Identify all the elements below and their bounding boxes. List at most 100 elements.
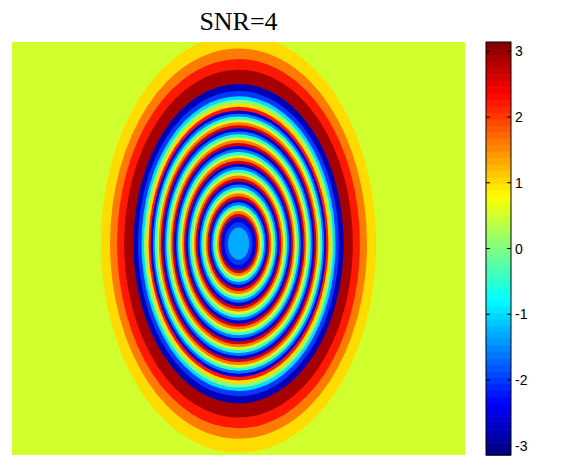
- colorbar-tick-label: 3: [515, 43, 523, 59]
- colorbar-swatch: [486, 352, 511, 359]
- colorbar-tick-label: -1: [515, 306, 528, 322]
- colorbar-swatch: [486, 300, 511, 307]
- colorbar-swatch: [486, 184, 511, 191]
- colorbar-tick: [486, 182, 490, 183]
- phase-ring: [221, 217, 256, 271]
- colorbar-swatch: [486, 190, 511, 197]
- colorbar-swatch: [486, 255, 511, 262]
- colorbar-swatch: [486, 313, 511, 320]
- colorbar-swatch: [486, 319, 511, 326]
- phase-ring: [197, 181, 279, 306]
- colorbar-frame: [486, 42, 511, 455]
- colorbar-swatch: [486, 345, 511, 352]
- colorbar-swatch: [486, 365, 511, 372]
- phase-ring: [149, 107, 329, 381]
- phase-ring: [224, 222, 252, 265]
- phase-ring: [166, 134, 310, 353]
- title: SNR=4: [199, 7, 277, 36]
- colorbar-swatch: [486, 410, 511, 417]
- phase-ring: [190, 170, 288, 318]
- phase-ring: [162, 128, 314, 359]
- colorbar-swatch: [486, 358, 511, 365]
- colorbar-swatch: [486, 332, 511, 339]
- colorbar-swatch: [486, 119, 511, 126]
- colorbar-swatch: [486, 61, 511, 68]
- phase-ring: [194, 176, 283, 312]
- phase-ring: [203, 190, 273, 296]
- plot-area: [12, 42, 465, 455]
- colorbar-swatch: [486, 165, 511, 172]
- phase-ring: [217, 211, 259, 276]
- colorbar-swatch: [486, 287, 511, 294]
- colorbar-swatch: [486, 132, 511, 139]
- phase-ring: [178, 152, 299, 335]
- colorbar-tick: [507, 51, 511, 52]
- colorbar-swatch: [486, 236, 511, 243]
- phase-ring: [124, 70, 353, 418]
- colorbar: -3-2-10123: [486, 42, 528, 456]
- colorbar-swatch: [486, 113, 511, 120]
- colorbar-tick-label: 0: [515, 241, 523, 257]
- colorbar-swatch: [486, 74, 511, 81]
- colorbar-swatch: [486, 390, 511, 397]
- colorbar-swatch: [486, 210, 511, 217]
- colorbar-swatch: [486, 261, 511, 268]
- phase-ring: [117, 59, 360, 428]
- colorbar-swatch: [486, 126, 511, 133]
- colorbar-swatch: [486, 139, 511, 146]
- phase-ring: [215, 208, 262, 279]
- phase-ring: [192, 173, 285, 315]
- phase-ring: [201, 188, 275, 300]
- colorbar-tick: [507, 379, 511, 380]
- phase-ring: [196, 178, 282, 308]
- colorbar-swatch: [486, 268, 511, 275]
- phase-ring: [211, 202, 266, 285]
- colorbar-swatch: [486, 307, 511, 314]
- phase-ring: [151, 110, 327, 377]
- phase-ring: [155, 117, 323, 371]
- colorbar-swatch: [486, 294, 511, 301]
- phase-ring: [209, 199, 268, 288]
- phase-ring: [138, 91, 339, 396]
- colorbar-tick: [486, 248, 490, 249]
- colorbar-swatch: [486, 384, 511, 391]
- colorbar-tick: [507, 182, 511, 183]
- colorbar-swatch: [486, 339, 511, 346]
- colorbar-tick-label: 1: [515, 175, 523, 191]
- phase-ring: [207, 196, 269, 291]
- phase-ring: [165, 131, 313, 356]
- colorbar-swatch: [486, 403, 511, 410]
- colorbar-swatch: [486, 68, 511, 75]
- colorbar-tick-label: -3: [515, 438, 528, 454]
- colorbar-swatch: [486, 397, 511, 404]
- colorbar-swatch: [486, 152, 511, 159]
- phase-ring: [157, 119, 321, 367]
- colorbar-swatch: [486, 249, 511, 256]
- phase-ring: [228, 228, 249, 260]
- colorbar-swatch: [486, 203, 511, 210]
- colorbar-tick: [507, 445, 511, 446]
- phase-ring: [206, 193, 272, 294]
- phase-ring: [146, 103, 331, 384]
- colorbar-swatch: [486, 171, 511, 178]
- colorbar-swatch: [486, 378, 511, 385]
- phase-ring: [176, 149, 301, 338]
- phase-ring: [168, 137, 308, 350]
- colorbar-tick: [486, 117, 490, 118]
- colorbar-swatch: [486, 229, 511, 236]
- phase-ring: [101, 42, 376, 453]
- chart: SNR=4-3-2-10123: [0, 0, 564, 466]
- colorbar-tick-label: -2: [515, 372, 528, 388]
- colorbar-swatch: [486, 94, 511, 101]
- phase-ring: [186, 164, 291, 324]
- phase-ring: [110, 48, 367, 438]
- phase-ring: [174, 146, 303, 342]
- colorbar-swatch: [486, 158, 511, 165]
- phase-ring: [144, 100, 333, 388]
- phase-ring: [142, 96, 336, 391]
- colorbar-tick: [507, 248, 511, 249]
- colorbar-tick: [486, 445, 490, 446]
- colorbar-tick: [486, 51, 490, 52]
- background-field: [12, 42, 465, 455]
- colorbar-swatch: [486, 326, 511, 333]
